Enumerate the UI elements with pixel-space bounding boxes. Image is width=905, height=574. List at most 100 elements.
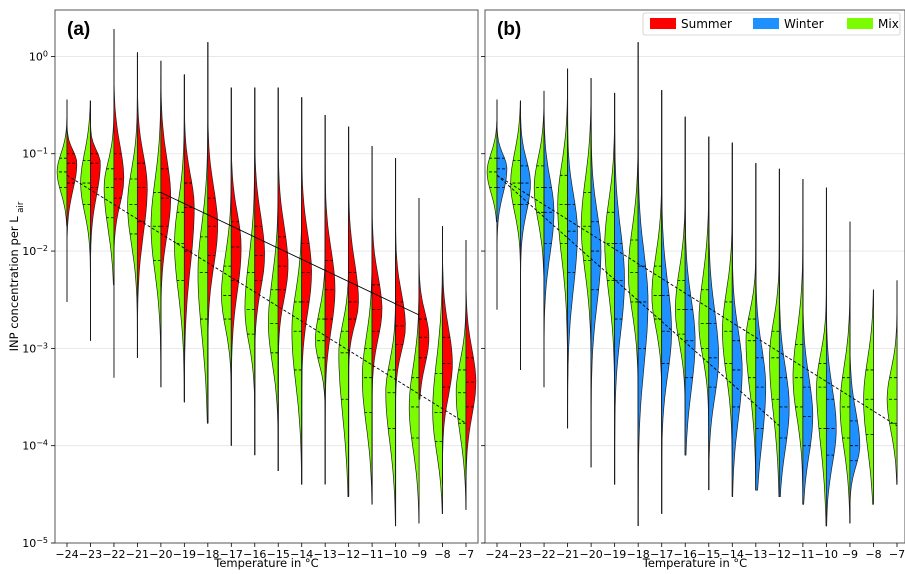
y-tick-label-5: 100 [29,49,48,64]
violin-b-left-15 [839,221,851,524]
violin-a-left-3 [127,52,138,358]
violin-b-left-13 [792,179,804,505]
violin-a-left-8 [244,87,256,456]
x-tick-label-a-0: −24 [55,548,78,561]
x-tick-label-b-10: −14 [721,548,744,561]
violin-a-left-13 [361,146,373,505]
plot-frame-b [484,9,905,544]
violin-a-left-6 [197,42,209,424]
x-tick-label-b-16: −8 [865,548,881,561]
x-tick-label-a-12: −12 [337,548,360,561]
x-tick-label-a-5: −19 [173,548,196,561]
y-tick-label-3: 10−2 [22,244,48,259]
violin-a-right-17 [465,240,477,497]
panel-b: −24 −23 −22 −21 −20 −19 −18 −17 −16 −15 −14 −13 −12−… [481,9,905,561]
violin-a-left-11 [315,115,326,485]
violin-a-left-2 [103,29,115,286]
violin-b-right-14 [826,187,837,527]
violin-a-right-5 [184,74,195,403]
violin-a-left-1 [80,100,91,341]
violin-a-right-6 [207,42,219,424]
trend-line-a-trend-solid [160,192,420,316]
violin-b-left-0 [486,99,498,223]
x-tick-label-a-13: −11 [361,548,384,561]
violin-a-left-7 [221,87,232,446]
violin-b-right-5 [614,92,625,485]
legend-label-summer: Summer [681,17,732,31]
x-tick-label-a-15: −9 [411,548,427,561]
x-tick-label-b-2: −22 [532,548,555,561]
x-tick-label-b-15: −9 [842,548,858,561]
violin-a-right-0 [66,99,78,302]
violin-b-right-12 [779,168,790,497]
violin-b-left-1 [510,100,521,370]
violin-b-left-11 [745,163,757,491]
violin-b-right-8 [684,116,696,456]
violin-a-left-17 [455,240,467,511]
x-tick-label-a-10: −14 [290,548,313,561]
violin-b-right-7 [661,90,672,514]
x-tick-label-a-4: −20 [149,548,172,561]
x-tick-label-b-13: −11 [791,548,814,561]
violin-b-left-8 [675,116,686,456]
violin-b-left-6 [627,42,639,526]
y-tick-label-2: 10−3 [22,341,48,356]
violin-a-right-16 [442,226,453,485]
x-tick-label-a-14: −10 [384,548,407,561]
x-tick-label-b-7: −17 [650,548,673,561]
x-tick-label-a-6: −18 [196,548,219,561]
x-tick-label-a-16: −8 [434,548,450,561]
trend-line-b-trend-dashed-1 [496,174,780,427]
violin-a-left-15 [408,198,420,524]
violin-b-right-15 [849,221,861,524]
violin-b-left-14 [816,187,827,527]
y-tick-label-4: 10−1 [22,146,48,161]
x-tick-label-b-5: −19 [603,548,626,561]
legend-label-mix: Mix [878,17,899,31]
panel-label-b: (b) [497,19,521,40]
violin-b-left-12 [769,168,780,497]
violin-b-right-6 [637,42,649,526]
violin-a-left-4 [150,60,162,388]
violin-b-left-2 [533,90,545,388]
x-tick-label-a-9: −15 [267,548,290,561]
violin-b-left-5 [604,93,615,485]
trend-line-a-trend-dashed [66,174,467,424]
y-tick-label-1: 10−4 [22,438,48,453]
x-tick-label-b-4: −20 [580,548,603,561]
violin-a-left-14 [385,158,396,527]
violin-a-right-1 [90,100,101,341]
violin-b-right-0 [496,99,508,310]
violin-a-right-12 [348,126,359,497]
x-tick-label-b-3: −21 [556,548,579,561]
violin-a-left-9 [268,87,279,471]
x-tick-label-b-9: −15 [697,548,720,561]
violin-b-right-3 [567,68,578,429]
x-tick-label-a-2: −22 [102,548,125,561]
violin-a-left-0 [56,99,68,227]
x-axis-title-a: Temperature in °C [213,556,318,570]
violin-a-right-15 [418,198,430,400]
violin-b-right-11 [755,163,767,491]
x-tick-label-b-17: −7 [889,548,905,561]
violin-a-right-9 [277,87,289,471]
legend-swatch-summer [650,18,676,29]
violin-b-right-2 [543,91,555,388]
violin-a-right-10 [301,97,312,485]
x-tick-label-b-8: −16 [674,548,697,561]
violin-b-right-4 [590,78,602,468]
x-tick-label-a-7: −17 [220,548,243,561]
x-tick-label-a-17: −7 [458,548,474,561]
panel-label-a: (a) [67,19,90,40]
x-tick-label-a-1: −23 [79,548,102,561]
violin-b-right-13 [802,179,814,505]
x-tick-label-a-8: −16 [243,548,266,561]
violin-b-right-10 [731,142,743,497]
x-tick-label-b-1: −23 [509,548,532,561]
legend-swatch-winter [753,18,779,29]
plot-frame-a [54,9,479,544]
x-tick-label-b-6: −18 [627,548,650,561]
violin-b-left-17 [886,280,898,485]
